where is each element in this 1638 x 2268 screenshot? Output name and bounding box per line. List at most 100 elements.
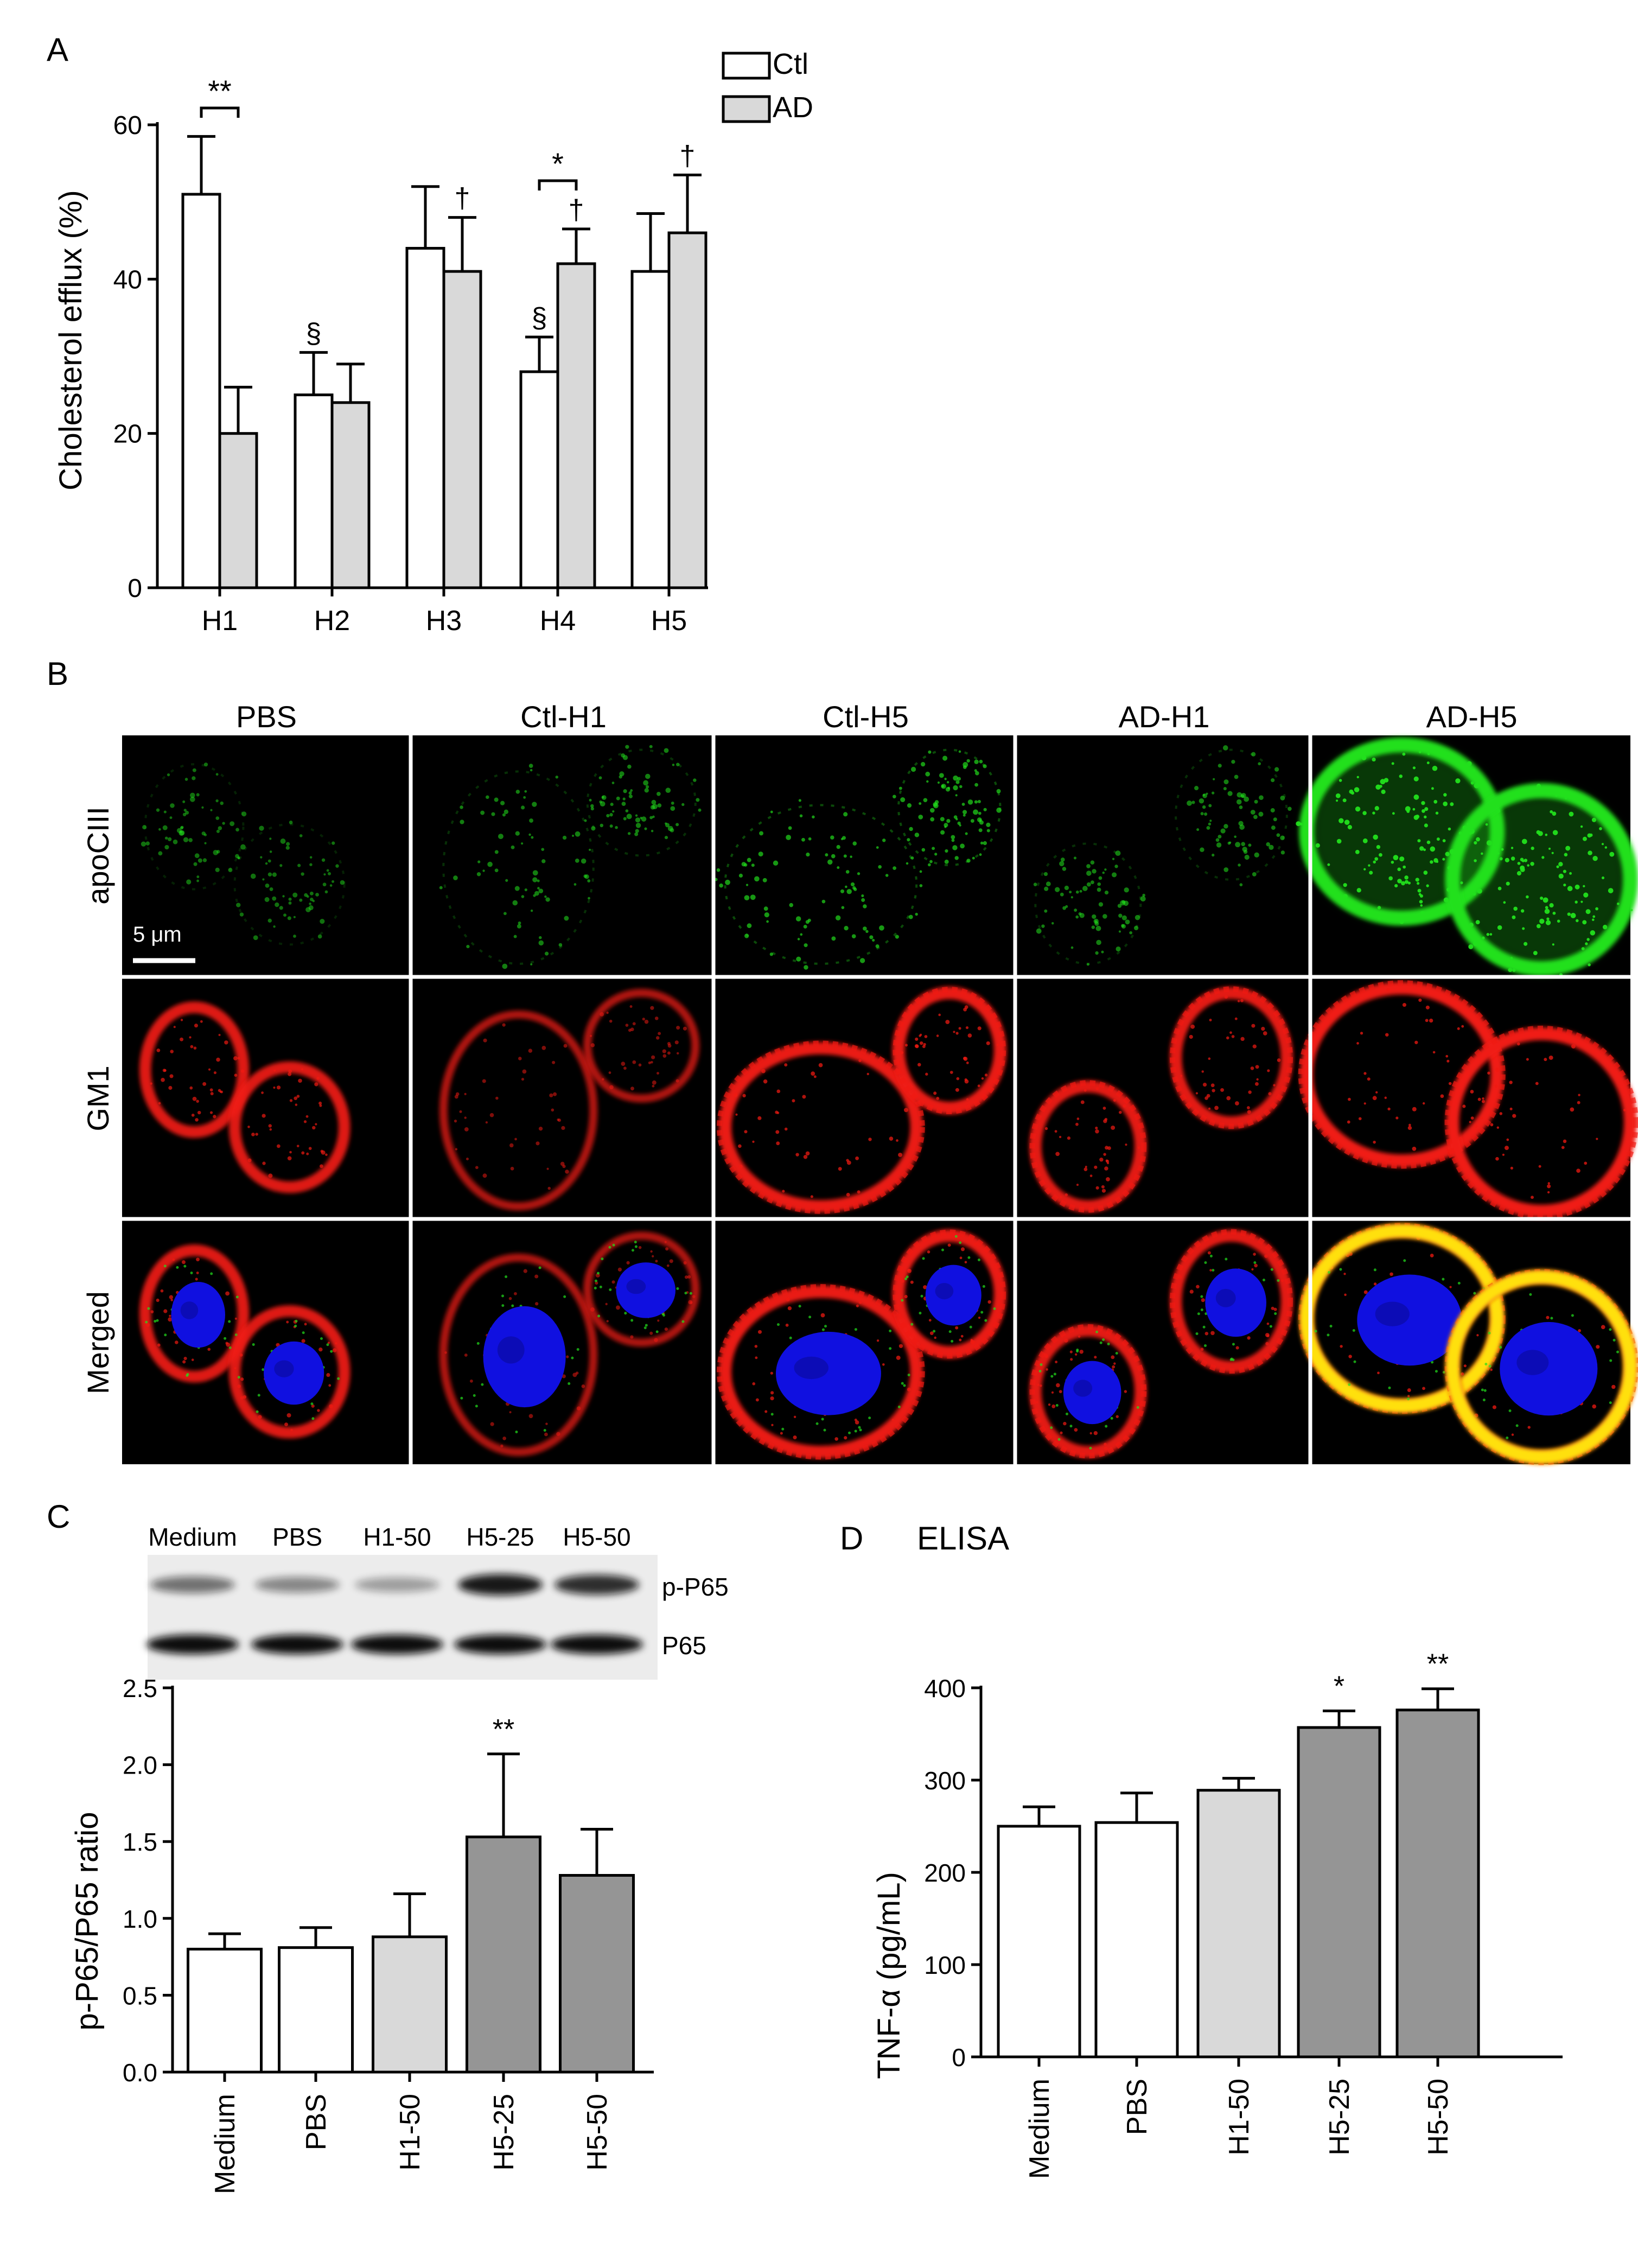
puncta	[1501, 848, 1504, 851]
puncta	[572, 834, 575, 837]
puncta	[439, 886, 443, 890]
puncta	[521, 805, 525, 810]
puncta	[1064, 885, 1069, 891]
puncta	[1565, 797, 1567, 799]
puncta	[487, 861, 493, 867]
puncta	[797, 938, 800, 941]
puncta	[823, 1428, 826, 1432]
panel-d-heading: ELISA	[917, 1520, 1009, 1557]
band-p-p65	[555, 1574, 639, 1595]
puncta	[600, 1012, 604, 1017]
puncta	[1609, 1401, 1612, 1405]
puncta	[1253, 815, 1258, 819]
puncta	[953, 775, 958, 781]
puncta	[562, 1374, 566, 1378]
puncta	[963, 814, 966, 817]
puncta	[635, 814, 638, 817]
puncta	[895, 935, 899, 939]
puncta	[1113, 1098, 1116, 1102]
micrograph-apociii-pbs	[141, 763, 346, 946]
puncta	[1051, 922, 1054, 925]
puncta	[955, 780, 960, 784]
puncta	[983, 808, 987, 811]
panel-c: C Medium PBS H1-50 H5-25 H5-50 p-P65 P65 p-P…	[47, 1498, 729, 2194]
puncta	[1090, 860, 1095, 865]
puncta	[1208, 822, 1212, 826]
puncta	[1590, 930, 1596, 936]
puncta	[477, 860, 481, 863]
puncta	[1115, 850, 1121, 856]
puncta	[1418, 893, 1422, 896]
puncta	[1095, 1186, 1099, 1190]
puncta	[513, 935, 517, 938]
puncta	[1571, 1314, 1574, 1317]
puncta	[253, 935, 258, 941]
puncta	[169, 1314, 171, 1317]
puncta	[1565, 846, 1571, 851]
puncta	[145, 1320, 148, 1324]
puncta	[1089, 1446, 1092, 1450]
puncta	[1608, 888, 1614, 893]
puncta	[1375, 1091, 1378, 1094]
puncta	[1194, 786, 1199, 791]
puncta	[1074, 909, 1078, 912]
puncta	[788, 826, 792, 830]
blot-lane-label: PBS	[272, 1523, 322, 1551]
puncta	[1314, 1330, 1317, 1333]
puncta	[466, 1157, 469, 1161]
puncta	[1244, 854, 1250, 860]
puncta	[1495, 1067, 1499, 1070]
puncta	[634, 1241, 637, 1244]
puncta	[1200, 1348, 1204, 1351]
puncta	[252, 1343, 255, 1346]
puncta	[204, 842, 207, 844]
puncta	[1406, 810, 1410, 814]
puncta	[1129, 931, 1132, 935]
puncta	[1097, 887, 1101, 892]
puncta	[196, 879, 199, 882]
puncta	[1227, 841, 1231, 845]
puncta	[1397, 879, 1402, 884]
puncta	[482, 869, 485, 872]
puncta	[1446, 887, 1451, 892]
puncta	[314, 1082, 318, 1087]
puncta	[234, 1367, 237, 1370]
panel-a-legend: Ctl AD	[722, 48, 813, 124]
puncta	[1391, 860, 1394, 864]
puncta	[824, 1325, 827, 1328]
puncta	[958, 750, 961, 753]
puncta	[1421, 801, 1425, 805]
puncta	[163, 810, 167, 814]
puncta	[1388, 1157, 1392, 1161]
puncta	[267, 918, 272, 923]
puncta	[1596, 1345, 1600, 1349]
puncta	[664, 836, 668, 840]
puncta	[553, 1092, 557, 1096]
blot-band-label-p-p65: p-P65	[662, 1573, 729, 1601]
puncta	[509, 1411, 512, 1414]
puncta	[789, 903, 794, 907]
puncta	[798, 799, 801, 802]
puncta	[1111, 872, 1117, 878]
puncta	[1511, 1433, 1514, 1436]
puncta	[1059, 1135, 1062, 1139]
puncta	[640, 817, 642, 819]
puncta	[1422, 1387, 1425, 1390]
blot-lane-label: Medium	[148, 1523, 237, 1551]
membrane-stain	[1175, 748, 1288, 881]
puncta	[293, 935, 296, 938]
puncta	[667, 1041, 671, 1045]
puncta	[810, 1195, 813, 1198]
puncta	[854, 1328, 857, 1331]
puncta	[1512, 968, 1516, 972]
nucleolus	[1073, 1380, 1093, 1397]
puncta	[324, 890, 328, 894]
puncta	[1515, 1424, 1519, 1427]
puncta	[454, 1119, 457, 1123]
puncta	[986, 829, 990, 833]
puncta	[1476, 1334, 1479, 1337]
puncta	[979, 853, 982, 856]
puncta	[1095, 925, 1101, 931]
puncta	[1618, 837, 1622, 841]
puncta	[834, 1437, 839, 1441]
